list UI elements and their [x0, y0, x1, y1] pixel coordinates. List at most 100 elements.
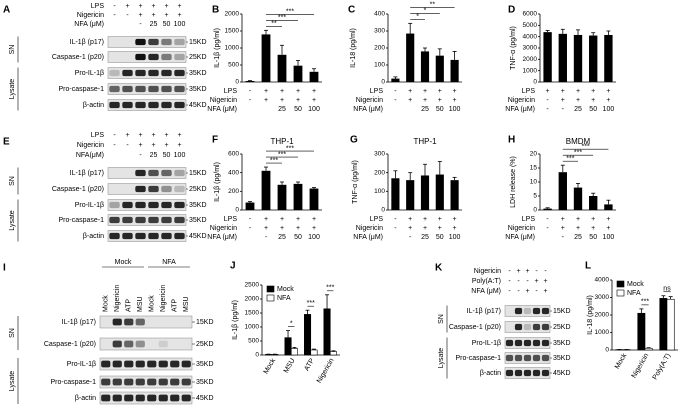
blot-band: [174, 85, 185, 93]
blot-band: [161, 85, 172, 93]
x-tick-label: Nigericin: [631, 352, 651, 379]
bar: [420, 175, 430, 210]
treatment-mark: +: [138, 3, 142, 10]
bar: [261, 34, 271, 82]
treatment-mark: -: [394, 225, 397, 232]
significance-label: ns: [663, 286, 671, 293]
blot-band: [135, 378, 145, 386]
blot-band: [135, 185, 146, 193]
band-label: IL-1β (p17): [467, 308, 501, 315]
band-label: Caspase-1 (p20): [449, 324, 501, 331]
band-label: IL-1β (p17): [70, 170, 104, 177]
blot-band: [181, 378, 191, 386]
size-label: 35KD: [196, 379, 214, 386]
treatment-mark: 25: [278, 106, 286, 113]
bar: [558, 172, 567, 210]
treatment-label: Nigericin: [77, 142, 104, 149]
band-label: Pro-caspase-1: [455, 355, 501, 362]
blot-band: [541, 323, 550, 331]
treatment-mark: +: [312, 97, 316, 104]
x-tick-label: ATP: [303, 357, 316, 372]
bar: [265, 354, 273, 356]
treatment-mark: 50: [294, 106, 302, 113]
treatment-mark: +: [606, 225, 610, 232]
treatment-label: Nigericin: [508, 97, 535, 104]
treatment-mark: 50: [163, 21, 171, 28]
y-tick-label: 1000: [225, 45, 240, 52]
treatment-mark: +: [138, 12, 142, 19]
treatment-mark: -: [535, 288, 538, 295]
blot-band: [148, 101, 159, 109]
size-label: 25KD: [553, 324, 571, 331]
treatment-mark: 25: [150, 21, 158, 28]
band-label: Pro-caspase-1: [58, 86, 104, 93]
treatment-label: Nigericin: [356, 225, 383, 232]
section-label: Lysate: [9, 79, 16, 99]
bar: [666, 298, 675, 351]
treatment-mark: -: [126, 142, 129, 149]
size-label: 45KD: [553, 370, 571, 377]
treatment-mark: 100: [308, 234, 320, 241]
bar: [304, 314, 312, 356]
y-tick-label: 100: [374, 188, 385, 195]
bar: [277, 184, 287, 210]
band-label: Pro-IL-1β: [75, 70, 104, 77]
treatment-mark: +: [546, 88, 550, 95]
section-label: Lysate: [9, 371, 16, 391]
size-label: 45KD: [189, 233, 207, 240]
blot-band: [161, 185, 172, 193]
treatment-mark: +: [423, 88, 427, 95]
treatment-mark: +: [164, 3, 168, 10]
panel-letter: F: [212, 135, 218, 146]
legend-label: Mock: [277, 286, 294, 293]
treatment-mark: -: [113, 3, 116, 10]
blot-band: [147, 378, 157, 386]
bar: [309, 71, 319, 82]
band-label: Pro-caspase-1: [58, 217, 104, 224]
blot-band: [148, 85, 159, 93]
blot-band: [532, 323, 541, 331]
blot-band: [124, 318, 134, 326]
band-label: Pro-caspase-1: [50, 379, 96, 386]
blot-band: [148, 185, 159, 193]
blot-band: [161, 201, 172, 209]
lane-label: Mock: [103, 295, 110, 312]
bar: [245, 80, 255, 82]
blot-band: [174, 185, 185, 193]
treatment-mark: +: [561, 88, 565, 95]
band-label: Pro-IL-1β: [67, 361, 96, 368]
treatment-mark: +: [312, 88, 316, 95]
treatment-mark: +: [453, 216, 457, 223]
legend-swatch: [616, 280, 625, 288]
blot-band: [112, 360, 122, 368]
y-tick-label: 1500: [245, 310, 260, 317]
blot-band: [523, 323, 532, 331]
significance-label: ***: [286, 9, 294, 16]
panel-letter: H: [508, 135, 515, 146]
treatment-mark: -: [526, 278, 529, 285]
treatment-mark: 100: [449, 234, 461, 241]
treatment-label: LPS: [370, 216, 384, 223]
band-label: β-actin: [83, 233, 104, 240]
treatment-mark: +: [177, 142, 181, 149]
bar: [450, 59, 459, 82]
bar: [435, 55, 444, 82]
treatment-mark: +: [591, 88, 595, 95]
treatment-mark: +: [438, 88, 442, 95]
blot-band: [181, 394, 191, 402]
panel-letter: G: [350, 135, 358, 146]
blot-band: [135, 53, 146, 61]
treatment-label: Nigericin: [210, 97, 237, 104]
treatment-mark: 50: [436, 234, 444, 241]
blot-band: [135, 216, 146, 224]
significance-label: *: [424, 8, 427, 15]
treatment-mark: +: [151, 142, 155, 149]
blot-band: [135, 101, 146, 109]
treatment-label: NFA (μM): [471, 288, 501, 295]
blot-band: [174, 53, 185, 61]
legend-label: Mock: [627, 281, 644, 288]
bar: [659, 298, 668, 351]
significance-label: ***: [307, 300, 315, 307]
y-tick-label: 5000: [523, 22, 538, 29]
treatment-label: NFA (μM): [353, 106, 383, 113]
